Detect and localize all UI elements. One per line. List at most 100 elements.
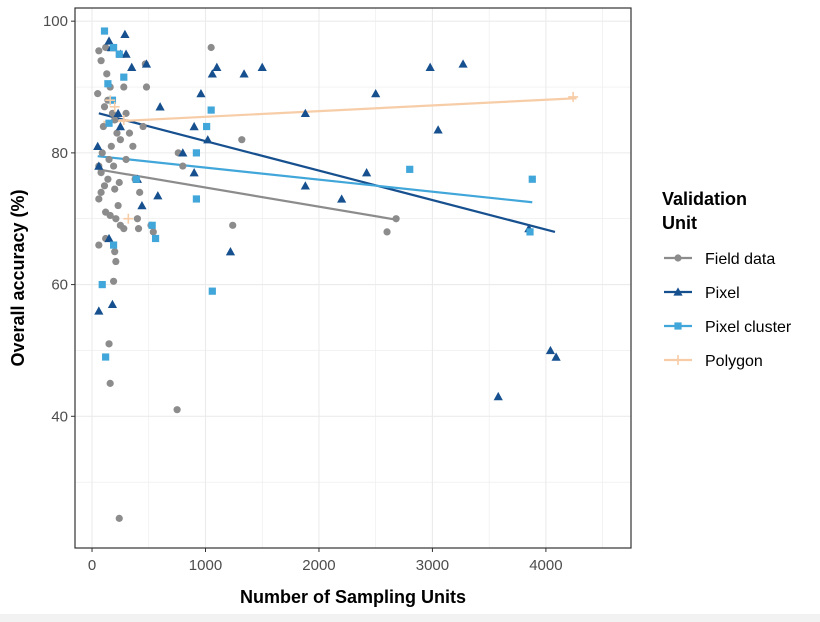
point-pixel	[207, 69, 217, 78]
legend-label-pixel: Pixel	[705, 285, 740, 302]
point-pixel	[203, 135, 213, 144]
point-pixel	[93, 141, 103, 150]
data-points	[93, 27, 579, 522]
point-pixel	[257, 62, 267, 71]
legend-title-line-2: Unit	[662, 213, 697, 233]
point-pixel	[362, 168, 372, 177]
point-pixel	[104, 233, 114, 243]
x-tick-label: 3000	[416, 557, 449, 574]
point-field-data	[104, 175, 112, 183]
point-pixel-cluster	[105, 119, 113, 127]
legend-label-polygon: Polygon	[705, 353, 763, 370]
point-field-data	[95, 47, 103, 55]
y-tick-label: 60	[51, 277, 68, 294]
point-pixel	[551, 352, 561, 361]
point-field-data	[142, 83, 151, 91]
trend-line-pixel-cluster	[97, 155, 533, 204]
point-pixel	[225, 247, 236, 256]
point-field-data	[238, 136, 246, 144]
legend-label-pixel-cluster: Pixel cluster	[705, 319, 792, 336]
trend-line-pixel	[98, 112, 556, 233]
point-field-data	[136, 188, 144, 196]
point-field-data	[103, 70, 111, 78]
point-field-data	[173, 406, 181, 414]
point-field-data	[106, 379, 114, 387]
point-pixel	[127, 62, 137, 71]
point-pixel	[104, 36, 114, 45]
point-pixel	[121, 49, 131, 58]
point-pixel	[300, 108, 310, 118]
legend-key-marker-pixel-cluster	[674, 322, 682, 330]
point-pixel-cluster	[406, 165, 414, 173]
point-field-data	[133, 215, 142, 223]
point-pixel-cluster	[148, 221, 156, 229]
point-pixel	[120, 29, 130, 39]
y-tick-label: 100	[43, 13, 68, 30]
point-field-data	[102, 43, 110, 52]
point-pixel-cluster	[192, 195, 201, 203]
x-axis-ticks: 0 1000 2000 3000 4000	[88, 548, 563, 574]
point-field-data	[116, 136, 124, 144]
point-pixel-cluster	[192, 149, 201, 157]
point-polygon	[105, 95, 116, 106]
legend-label-field-data: Field data	[705, 251, 775, 268]
point-pixel	[141, 59, 152, 68]
point-pixel-cluster	[120, 73, 128, 81]
point-field-data	[134, 225, 143, 233]
y-tick-label: 80	[51, 145, 68, 162]
point-field-data	[97, 57, 105, 65]
point-pixel	[458, 59, 468, 68]
point-pixel	[137, 200, 147, 210]
point-pixel-cluster	[109, 43, 118, 52]
point-pixel-cluster	[203, 122, 211, 131]
point-field-data	[179, 162, 187, 170]
y-axis-title: Overall accuracy (%)	[8, 189, 28, 366]
point-pixel	[300, 181, 310, 190]
y-axis-ticks: 40 60 80 100	[43, 13, 75, 425]
bottom-strip	[0, 614, 820, 622]
point-field-data	[113, 129, 121, 137]
point-field-data	[97, 188, 105, 196]
point-pixel	[115, 121, 125, 131]
x-tick-label: 2000	[302, 557, 335, 574]
point-pixel-cluster	[104, 80, 112, 88]
point-pixel	[189, 168, 199, 177]
point-pixel	[189, 121, 199, 131]
point-field-data	[109, 162, 118, 170]
point-pixel-cluster	[526, 228, 534, 236]
point-pixel	[94, 161, 104, 170]
legend-key-marker-field-data	[674, 254, 682, 262]
point-field-data	[97, 169, 105, 177]
point-field-data	[100, 182, 109, 190]
trend-lines	[97, 97, 577, 233]
point-field-data	[95, 195, 103, 203]
point-pixel	[425, 62, 435, 71]
point-pixel	[545, 345, 556, 355]
point-field-data	[99, 122, 107, 131]
legend-title-line-1: Validation	[662, 189, 747, 209]
point-pixel	[178, 148, 188, 157]
point-pixel-cluster	[132, 175, 140, 183]
point-field-data	[100, 103, 109, 111]
point-pixel-cluster	[207, 106, 215, 114]
trend-line-polygon	[103, 97, 577, 124]
point-field-data	[109, 277, 118, 285]
point-field-data	[111, 185, 119, 193]
x-axis-title: Number of Sampling Units	[240, 587, 466, 607]
point-field-data	[95, 241, 103, 249]
point-pixel-cluster	[151, 234, 160, 243]
legend-key-marker-polygon	[673, 355, 683, 365]
point-pixel	[493, 391, 503, 401]
point-field-data	[149, 228, 157, 236]
point-pixel-cluster	[208, 287, 216, 295]
legend-keys	[664, 254, 692, 365]
point-field-data	[106, 211, 114, 220]
x-tick-label: 4000	[529, 557, 562, 574]
point-pixel-cluster	[102, 353, 110, 361]
point-pixel	[153, 191, 163, 200]
point-polygon	[568, 91, 579, 102]
point-pixel-cluster	[98, 280, 106, 289]
legend-key-marker-pixel	[673, 287, 683, 296]
